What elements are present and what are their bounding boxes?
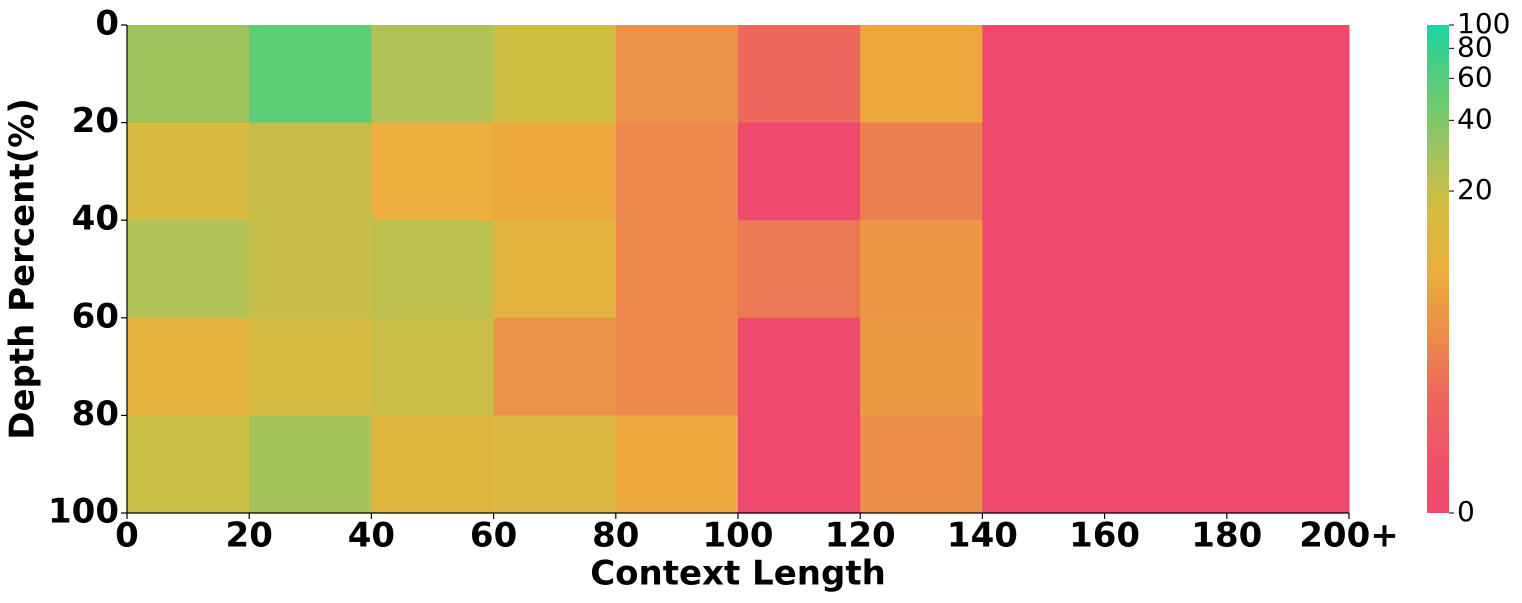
heatmap-cell	[371, 122, 495, 221]
x-tick-label: 20	[226, 516, 273, 556]
heatmap-cell	[982, 25, 1106, 124]
heatmap-cell	[249, 122, 372, 221]
heatmap-cell	[371, 220, 495, 319]
heatmap-cell	[1104, 317, 1228, 416]
y-tick-label: 40	[72, 199, 119, 239]
heatmap-cell	[493, 25, 617, 124]
heatmap-cell	[1104, 220, 1228, 319]
x-tick-label: 80	[592, 516, 639, 556]
x-tick-label: 160	[1069, 516, 1140, 556]
heatmap-cell	[371, 415, 495, 514]
colorbar-tick-label: 40	[1457, 102, 1493, 135]
heatmap-cell	[249, 317, 372, 416]
heatmap-cell	[860, 415, 983, 514]
colorbar-tick-label: 100	[1457, 7, 1510, 40]
x-tick-label: 140	[947, 516, 1018, 556]
heatmap-cell	[493, 415, 617, 514]
heatmap-cell	[738, 317, 861, 416]
x-tick-label: 120	[825, 516, 896, 556]
y-axis-label: Depth Percent(%)	[3, 98, 43, 439]
heatmap-cell	[860, 317, 983, 416]
heatmap-cell	[127, 415, 250, 514]
heatmap-cell	[249, 25, 372, 124]
heatmap-cell	[1226, 25, 1350, 124]
heatmap-cell	[127, 122, 250, 221]
heatmap-cell	[249, 415, 372, 514]
heatmap-cell	[1226, 415, 1350, 514]
heatmap-cell	[860, 220, 983, 319]
heatmap-cell	[738, 122, 861, 221]
x-tick-label: 180	[1191, 516, 1262, 556]
heatmap-cell	[738, 415, 861, 514]
x-tick-label: 60	[470, 516, 517, 556]
colorbar-tick-label: 0	[1457, 495, 1475, 528]
heatmap-cell	[493, 220, 617, 319]
heatmap-cell	[860, 25, 983, 124]
heatmap-cell	[615, 25, 739, 124]
heatmap-cell	[615, 415, 739, 514]
x-tick-label: 200+	[1299, 516, 1398, 556]
heatmap-cell	[371, 25, 495, 124]
heatmap-cell	[982, 122, 1106, 221]
heatmap-cell	[615, 317, 739, 416]
heatmap-cell	[615, 122, 739, 221]
heatmap-cell	[1104, 25, 1228, 124]
heatmap-cell	[1226, 317, 1350, 416]
heatmap-cell	[127, 220, 250, 319]
colorbar-tick-label: 20	[1457, 173, 1493, 206]
y-tick-label: 80	[72, 394, 119, 434]
heatmap-cell	[493, 122, 617, 221]
heatmap-cell	[860, 122, 983, 221]
heatmap-cell	[371, 317, 495, 416]
y-tick-label: 60	[72, 296, 119, 336]
heatmap-cell	[127, 317, 250, 416]
heatmap-cell	[982, 317, 1106, 416]
heatmap-cell	[1226, 220, 1350, 319]
heatmap-cell	[982, 220, 1106, 319]
heatmap-cell	[1104, 415, 1228, 514]
y-tick-label: 0	[95, 4, 119, 44]
y-tick-label: 20	[72, 101, 119, 141]
x-tick-label: 0	[115, 516, 139, 556]
colorbar-tick-label: 60	[1457, 60, 1493, 93]
colorbar	[1427, 25, 1449, 513]
heatmap-cell	[738, 25, 861, 124]
heatmap-cell	[1226, 122, 1350, 221]
heatmap-cell	[738, 220, 861, 319]
heatmap-cell	[982, 415, 1106, 514]
heatmap-cell	[249, 220, 372, 319]
y-tick-label: 100	[48, 492, 119, 532]
colorbar-tick-label: 80	[1457, 30, 1493, 63]
heatmap-cell	[493, 317, 617, 416]
x-axis-label: Context Length	[590, 554, 886, 594]
heatmap-cell	[1104, 122, 1228, 221]
heatmap-cell	[127, 25, 250, 124]
x-tick-label: 100	[703, 516, 774, 556]
x-tick-label: 40	[348, 516, 395, 556]
heatmap-cell	[615, 220, 739, 319]
